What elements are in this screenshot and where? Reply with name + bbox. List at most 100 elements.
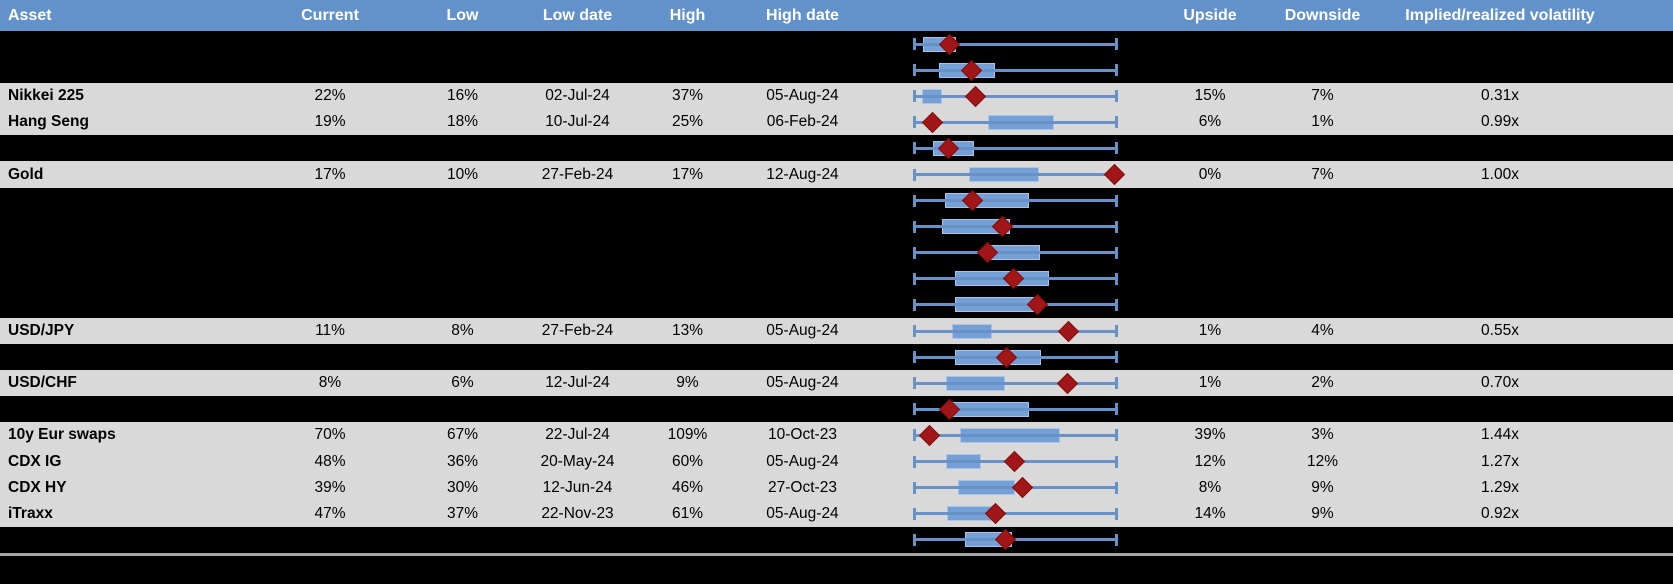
whisker-right-cap [1115, 455, 1118, 468]
cell-asset: CDX HY [8, 478, 67, 496]
current-level-diamond-icon [1004, 450, 1026, 473]
whisker-right-cap [1115, 194, 1118, 207]
whisker-left-cap [913, 298, 916, 311]
cell-current: 39% [314, 478, 346, 496]
range-plot [875, 109, 1155, 135]
range-plot-track [913, 396, 1118, 422]
cell-high-date: 10-Oct-23 [768, 426, 837, 444]
cell-low-date: 02-Jul-24 [545, 87, 610, 105]
cell-current: 11% [315, 322, 345, 340]
current-level-diamond-icon [965, 85, 987, 107]
cell-low-date: 20-May-24 [540, 452, 615, 470]
table-row-redacted [0, 135, 1673, 162]
cell-high: 9% [676, 374, 699, 392]
range-plot [875, 344, 1155, 370]
cell-implied: 0.55x [1481, 322, 1519, 340]
cell-implied: 0.31x [1481, 87, 1519, 105]
range-plot-track [913, 135, 1118, 161]
range-plot-track [913, 370, 1118, 396]
whisker-line [913, 251, 1118, 255]
current-level-diamond-icon [1012, 477, 1034, 499]
range-plot-track [913, 214, 1118, 240]
cell-downside: 7% [1311, 87, 1334, 105]
range-plot [875, 266, 1155, 292]
current-level-diamond-icon [1057, 320, 1079, 342]
table-row-redacted [0, 57, 1673, 84]
cell-downside: 2% [1311, 374, 1334, 392]
cell-downside: 3% [1311, 426, 1334, 444]
whisker-line [913, 433, 1118, 437]
range-plot-track [913, 501, 1118, 527]
cell-downside: 4% [1311, 322, 1334, 340]
cell-low-date: 12-Jul-24 [545, 374, 610, 392]
whisker-left-cap [913, 246, 916, 259]
header-downside: Downside [1284, 6, 1361, 24]
whisker-left-cap [913, 194, 916, 207]
whisker-right-cap [1115, 325, 1118, 338]
whisker-left-cap [913, 38, 916, 51]
cell-high: 17% [671, 165, 704, 183]
header-current: Current [301, 6, 359, 24]
cell-high-date: 12-Aug-24 [766, 165, 839, 183]
header-low: Low [446, 6, 479, 24]
table-row-redacted [0, 239, 1673, 266]
range-plot-track [913, 57, 1118, 83]
cell-high-date: 05-Aug-24 [766, 452, 839, 470]
range-plot [875, 292, 1155, 318]
whisker-left-cap [913, 481, 916, 494]
whisker-line [913, 329, 1118, 333]
cell-current: 19% [314, 113, 346, 131]
whisker-left-cap [913, 377, 916, 390]
cell-high: 60% [671, 452, 704, 470]
cell-high-date: 27-Oct-23 [768, 478, 837, 496]
cell-high-date: 05-Aug-24 [766, 504, 839, 522]
range-plot [875, 188, 1155, 214]
range-plot [875, 318, 1155, 344]
whisker-right-cap [1115, 116, 1118, 129]
table-row-redacted [0, 291, 1673, 319]
whisker-line [913, 512, 1118, 516]
range-plot [875, 501, 1155, 527]
table-row-cdx-ig: CDX IG 48% 36% 20-May-24 60% 05-Aug-24 12% 12% 1… [0, 448, 1673, 475]
whisker-right-cap [1115, 481, 1118, 494]
current-level-diamond-icon [918, 424, 940, 447]
cell-upside: 15% [1194, 87, 1226, 105]
table-row-redacted [0, 31, 1673, 58]
range-plot-track [913, 422, 1118, 448]
cell-high: 37% [671, 87, 704, 105]
cell-downside: 9% [1311, 504, 1334, 522]
table-row-nikkei-225: Nikkei 225 22% 16% 02-Jul-24 37% 05-Aug-24 15%… [0, 83, 1673, 110]
table-row-redacted [0, 344, 1673, 371]
cell-upside: 39% [1194, 426, 1226, 444]
table-row-redacted [0, 396, 1673, 423]
cell-current: 47% [314, 504, 346, 522]
cell-asset: Nikkei 225 [8, 87, 84, 105]
cell-upside: 1% [1198, 322, 1222, 340]
header-upside: Upside [1183, 6, 1237, 24]
current-level-diamond-icon [1104, 163, 1126, 186]
whisker-right-cap [1115, 533, 1118, 546]
whisker-right-cap [1115, 298, 1118, 311]
cell-asset: Hang Seng [8, 113, 89, 131]
table-row-redacted [0, 213, 1673, 240]
footer-filler [0, 555, 1673, 584]
cell-high: 25% [671, 113, 704, 131]
whisker-right-cap [1115, 351, 1118, 364]
whisker-right-cap [1115, 272, 1118, 285]
table-row-redacted [0, 265, 1673, 292]
header-high-date: High date [766, 6, 839, 24]
table-row-redacted [0, 187, 1673, 214]
whisker-left-cap [913, 90, 916, 103]
whisker-left-cap [913, 455, 916, 468]
range-plot [875, 135, 1155, 161]
range-plot [875, 57, 1155, 83]
range-plot-track [913, 449, 1118, 475]
cell-low-date: 27-Feb-24 [541, 165, 614, 183]
range-plot [875, 449, 1155, 475]
cell-implied: 0.70x [1481, 374, 1519, 392]
cell-low: 8% [451, 322, 474, 340]
cell-low: 37% [446, 504, 479, 522]
cell-asset: USD/JPY [8, 322, 75, 340]
cell-high-date: 05-Aug-24 [766, 87, 839, 105]
cell-downside: 7% [1311, 165, 1334, 183]
